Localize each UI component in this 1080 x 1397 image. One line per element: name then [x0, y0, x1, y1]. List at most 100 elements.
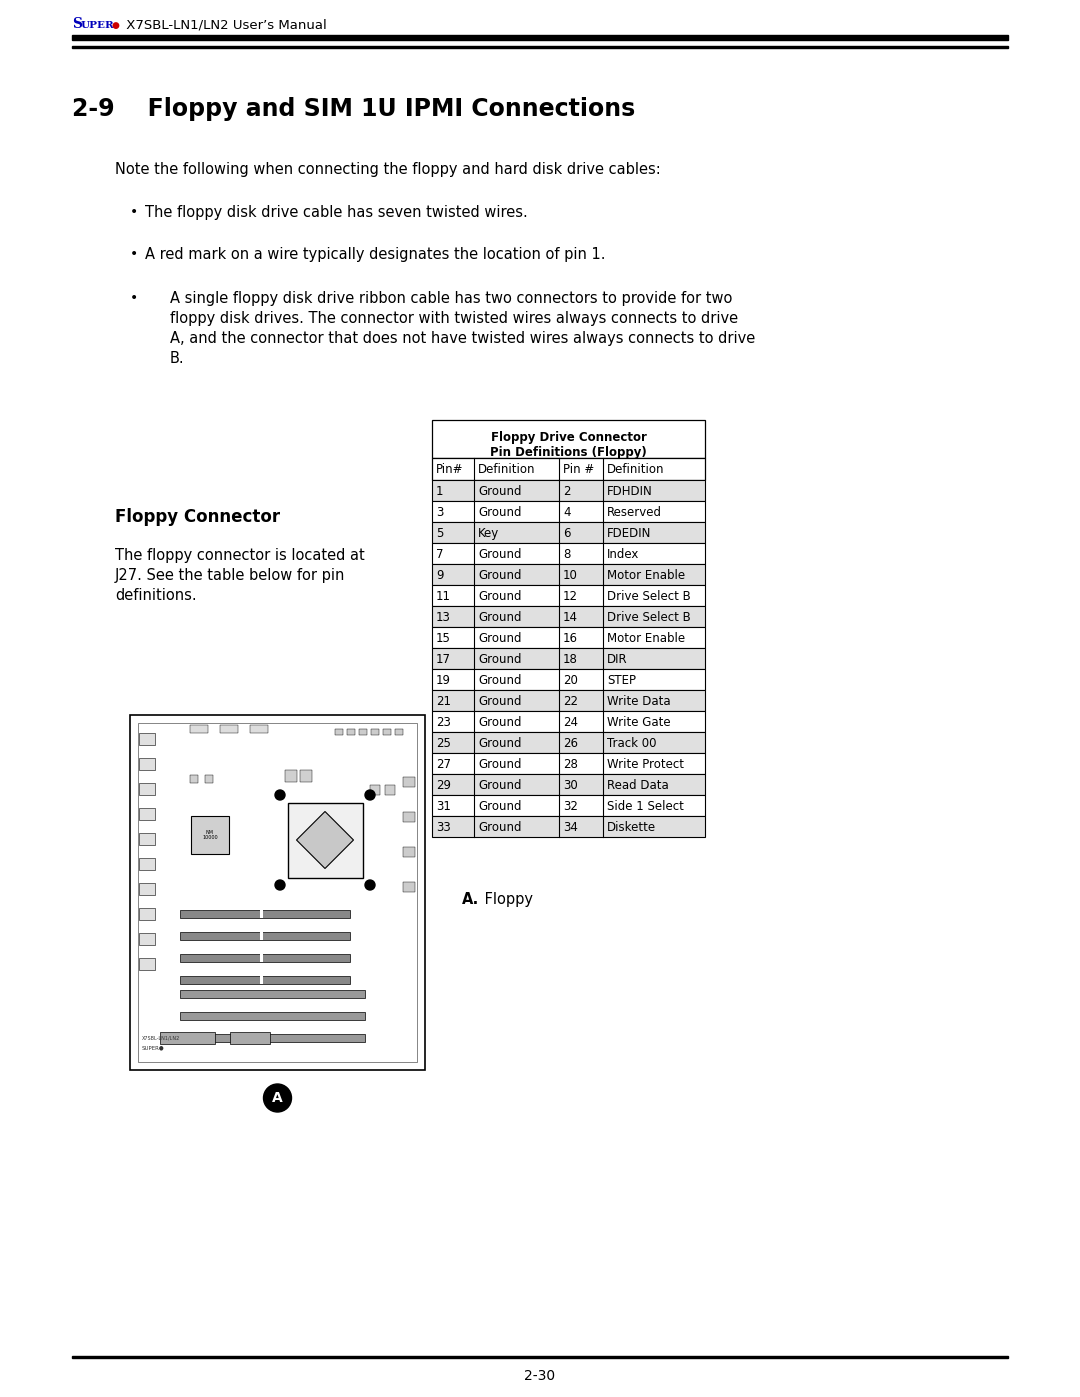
Bar [249, 725, 268, 733]
Text: 15: 15 [436, 631, 450, 645]
Bar [359, 729, 367, 735]
Text: •: • [130, 291, 138, 305]
Text: 1: 1 [436, 485, 444, 497]
Text: A single floppy disk drive ribbon cable has two connectors to provide for two: A single floppy disk drive ribbon cable … [170, 291, 732, 306]
Bar [139, 858, 156, 870]
Text: 13: 13 [436, 610, 450, 624]
Text: Motor Enable: Motor Enable [607, 631, 685, 645]
Text: Write Gate: Write Gate [607, 717, 671, 729]
Text: Ground: Ground [478, 569, 522, 583]
Bar [260, 954, 264, 963]
Text: Pin #: Pin # [563, 462, 594, 476]
Bar [395, 729, 403, 735]
Text: Ground: Ground [478, 759, 522, 771]
Bar [432, 732, 705, 753]
Bar [139, 782, 156, 795]
Bar [260, 932, 264, 940]
Text: 19: 19 [436, 673, 451, 687]
Text: 22: 22 [563, 694, 578, 708]
Circle shape [365, 880, 375, 890]
Bar [432, 753, 705, 774]
Bar [72, 1356, 1008, 1358]
Text: 31: 31 [436, 800, 450, 813]
Text: Ground: Ground [478, 631, 522, 645]
Text: DIR: DIR [607, 652, 627, 666]
Bar [432, 481, 705, 502]
Bar [403, 777, 415, 787]
Text: 2-9    Floppy and SIM 1U IPMI Connections: 2-9 Floppy and SIM 1U IPMI Connections [72, 96, 635, 122]
Text: The floppy connector is located at: The floppy connector is located at [114, 548, 365, 563]
Bar [432, 543, 705, 564]
Text: •: • [130, 247, 138, 261]
Bar [191, 816, 229, 854]
Bar [260, 909, 264, 918]
Text: Floppy: Floppy [480, 893, 534, 907]
Text: Drive Select B: Drive Select B [607, 610, 691, 624]
Text: 32: 32 [563, 800, 578, 813]
Text: Ground: Ground [478, 717, 522, 729]
Text: Pin Definitions (Floppy): Pin Definitions (Floppy) [490, 446, 647, 460]
Text: Ground: Ground [478, 694, 522, 708]
Bar [139, 807, 156, 820]
Bar [180, 909, 350, 918]
Text: A, and the connector that does not have twisted wires always connects to drive: A, and the connector that does not have … [170, 331, 755, 346]
Text: Definition: Definition [607, 462, 664, 476]
Text: 23: 23 [436, 717, 450, 729]
Text: Index: Index [607, 548, 639, 562]
Bar [139, 958, 156, 970]
Bar [180, 1011, 365, 1020]
Text: A red mark on a wire typically designates the location of pin 1.: A red mark on a wire typically designate… [145, 247, 606, 263]
Text: 25: 25 [436, 738, 450, 750]
Bar [139, 759, 156, 770]
Text: 3: 3 [436, 506, 444, 520]
Bar [347, 729, 355, 735]
Text: Ground: Ground [478, 506, 522, 520]
Bar [432, 627, 705, 648]
Text: The floppy disk drive cable has seven twisted wires.: The floppy disk drive cable has seven tw… [145, 205, 528, 219]
Text: ●: ● [112, 21, 120, 29]
Bar [432, 585, 705, 606]
Text: Write Data: Write Data [607, 694, 671, 708]
Circle shape [365, 789, 375, 800]
Text: 29: 29 [436, 780, 451, 792]
Text: 28: 28 [563, 759, 578, 771]
Text: •: • [130, 205, 138, 219]
Bar [300, 770, 312, 782]
Bar [190, 725, 208, 733]
Bar [285, 770, 297, 782]
Bar [72, 35, 1008, 41]
Text: 10: 10 [563, 569, 578, 583]
Circle shape [275, 880, 285, 890]
Bar [72, 46, 1008, 47]
Text: Definition: Definition [478, 462, 536, 476]
Bar [370, 785, 380, 795]
Bar [403, 847, 415, 856]
Bar [335, 729, 343, 735]
Bar [287, 802, 363, 877]
Text: Read Data: Read Data [607, 780, 669, 792]
Text: X7SBL-LN1/LN2 User’s Manual: X7SBL-LN1/LN2 User’s Manual [122, 18, 327, 31]
Text: Pin#: Pin# [436, 462, 463, 476]
Bar [403, 812, 415, 821]
Bar [432, 795, 705, 816]
Bar [180, 954, 350, 963]
Text: Ground: Ground [478, 821, 522, 834]
Text: Ground: Ground [478, 485, 522, 497]
Bar [139, 733, 156, 745]
Text: Ground: Ground [478, 652, 522, 666]
Text: Ground: Ground [478, 780, 522, 792]
Bar [432, 502, 705, 522]
Text: Ground: Ground [478, 800, 522, 813]
Bar [432, 522, 705, 543]
Text: A.: A. [462, 893, 480, 907]
Text: 30: 30 [563, 780, 578, 792]
Bar [160, 1032, 215, 1044]
Text: Ground: Ground [478, 548, 522, 562]
Bar [432, 606, 705, 627]
Text: Reserved: Reserved [607, 506, 662, 520]
Text: 16: 16 [563, 631, 578, 645]
Text: Note the following when connecting the floppy and hard disk drive cables:: Note the following when connecting the f… [114, 162, 661, 177]
Bar [383, 729, 391, 735]
Text: Ground: Ground [478, 738, 522, 750]
Text: B.: B. [170, 351, 185, 366]
